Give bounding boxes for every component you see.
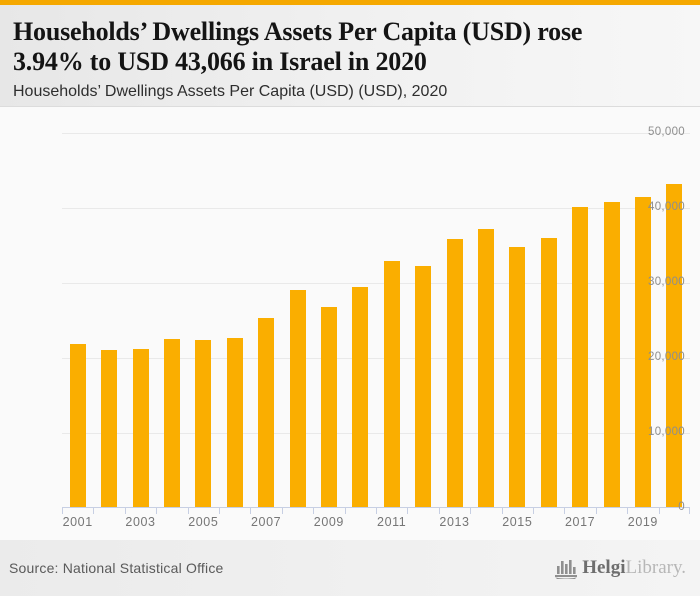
bar-2019[interactable] — [634, 196, 651, 507]
bar-2012[interactable] — [415, 265, 432, 507]
bar-2015[interactable] — [509, 247, 526, 507]
logo-text-helgi: Helgi — [582, 557, 626, 578]
footer: Source: National Statistical Office Helg… — [0, 540, 700, 596]
gridline — [62, 207, 690, 209]
bar-2001[interactable] — [69, 343, 86, 507]
x-tick-label: 2009 — [313, 515, 344, 529]
bar-2014[interactable] — [477, 228, 494, 507]
x-axis-tick — [438, 508, 440, 514]
x-axis-tick — [564, 508, 566, 514]
bar-2004[interactable] — [163, 338, 180, 507]
x-axis-tick — [595, 508, 597, 514]
accent-bar — [0, 0, 700, 5]
bar-2008[interactable] — [289, 290, 306, 507]
title-line-1: Households’ Dwellings Assets Per Capita … — [13, 17, 583, 46]
x-axis-tick — [533, 508, 534, 514]
x-axis-tick — [627, 508, 629, 514]
source-note: Source: National Statistical Office — [9, 560, 224, 576]
x-axis-tick — [187, 508, 189, 514]
bar-2011[interactable] — [383, 261, 400, 507]
bar-2016[interactable] — [540, 237, 557, 507]
x-tick-label: 2017 — [564, 515, 596, 529]
x-axis-tick — [62, 508, 63, 514]
bar-chart-skyline-icon — [555, 560, 578, 579]
bar-2013[interactable] — [446, 239, 463, 507]
x-tick-label: 2013 — [439, 515, 470, 529]
page-title: Households’ Dwellings Assets Per Capita … — [13, 17, 686, 77]
bar-2018[interactable] — [603, 201, 620, 507]
x-tick-label: 2015 — [502, 515, 533, 529]
x-axis-tick — [344, 508, 346, 514]
bar-2002[interactable] — [101, 350, 118, 507]
header: Households’ Dwellings Assets Per Capita … — [0, 5, 700, 107]
bar-2020[interactable] — [666, 184, 683, 507]
x-axis-tick — [376, 508, 377, 514]
x-axis-tick — [250, 508, 252, 514]
x-axis-tick — [124, 508, 126, 514]
logo-text-library: Library. — [625, 557, 687, 578]
gridline — [62, 282, 690, 284]
gridline — [62, 432, 690, 434]
x-axis-tick — [93, 508, 95, 514]
helgi-library-logo[interactable]: Helgi Library. — [554, 557, 686, 579]
plot-area — [62, 132, 690, 514]
bar-2006[interactable] — [226, 337, 243, 507]
x-axis-tick — [281, 508, 283, 514]
bar-2017[interactable] — [572, 207, 589, 507]
x-tick-label: 2011 — [377, 515, 407, 529]
x-axis-tick — [219, 508, 220, 514]
x-tick-label: 2019 — [627, 515, 658, 529]
x-axis-tick — [407, 508, 409, 514]
x-tick-label: 2001 — [62, 515, 93, 529]
bar-2007[interactable] — [258, 318, 275, 507]
x-axis-tick — [501, 508, 503, 514]
bar-2003[interactable] — [132, 349, 149, 507]
bar-2009[interactable] — [320, 306, 337, 507]
x-axis-tick — [689, 508, 690, 514]
x-tick-label: 2007 — [250, 515, 282, 529]
x-axis-tick — [156, 508, 158, 514]
gridline — [62, 132, 690, 134]
bar-2010[interactable] — [352, 286, 369, 507]
chart-subtitle: Households’ Dwellings Assets Per Capita … — [13, 83, 448, 100]
x-axis-tick — [470, 508, 472, 514]
bar-2005[interactable] — [195, 340, 212, 507]
x-axis-tick — [313, 508, 315, 514]
gridline — [62, 357, 690, 359]
chart-region: 0 10,000 20,000 30,000 40,000 50,000 2001 2003… — [0, 107, 700, 540]
x-axis-tick — [658, 508, 660, 514]
x-tick-label: 2003 — [125, 515, 156, 529]
x-tick-label: 2005 — [188, 515, 219, 529]
title-line-2: 3.94% to USD 43,066 in Israel in 2020 — [13, 47, 427, 76]
